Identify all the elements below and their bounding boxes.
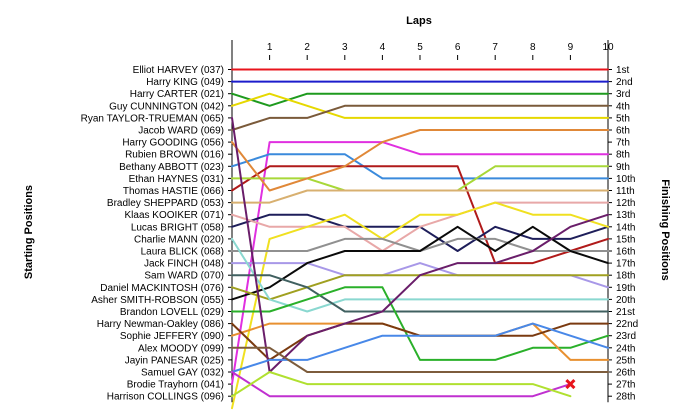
series-line-26 (231, 371, 572, 398)
finishing-position-label: 22nd (616, 319, 638, 330)
finishing-position-label: 12th (616, 198, 635, 209)
starting-position-label: Ethan HAYNES (031) (129, 174, 224, 185)
finishing-position-label: 23rd (616, 331, 636, 342)
lap-tick-label: 7 (492, 42, 498, 53)
lap-tick-label: 8 (530, 42, 536, 53)
lap-tick-label: 2 (304, 42, 310, 53)
finishing-position-label: 13th (616, 210, 635, 221)
series-line-13 (231, 201, 609, 252)
starting-position-label: Laura BLICK (068) (141, 247, 224, 258)
finishing-position-label: 1st (616, 65, 630, 76)
finishing-position-label: 9th (616, 162, 630, 173)
series-line-10 (231, 129, 609, 192)
series-line-18 (231, 274, 609, 301)
finishing-position-label: 6th (616, 126, 630, 137)
starting-position-label: Harry CARTER (021) (130, 89, 224, 100)
starting-position-label: Alex MOODY (099) (138, 343, 224, 354)
lap-tick-label: 9 (568, 42, 574, 53)
finishing-position-label: 17th (616, 259, 635, 270)
finishing-position-label: 21st (616, 307, 635, 318)
finishing-position-label: 15th (616, 234, 635, 245)
lap-tick-label: 5 (417, 42, 423, 53)
finishing-position-label: 10th (616, 174, 635, 185)
series-line-5 (231, 104, 609, 131)
series-line-20 (231, 274, 609, 313)
finishing-position-label: 14th (616, 222, 635, 233)
series-line-25 (231, 322, 609, 373)
finishing-position-label: 2nd (616, 77, 633, 88)
finishing-position-label: 3rd (616, 89, 630, 100)
series-line-24 (231, 116, 609, 373)
series-line-19 (231, 237, 609, 313)
lap-tick-label: 10 (602, 42, 614, 53)
series-line-6 (231, 141, 609, 386)
starting-position-label: Harry GOODING (056) (122, 138, 224, 149)
series-line-7 (231, 153, 609, 180)
series-line-28 (231, 346, 609, 373)
lap-tick-label: 4 (380, 42, 386, 53)
starting-position-label: Daniel MACKINTOSH (076) (100, 283, 224, 294)
finishing-position-label: 24th (616, 343, 635, 354)
finishing-position-label: 5th (616, 113, 630, 124)
lap-tick-label: 1 (267, 42, 273, 53)
series-line-4 (231, 92, 609, 119)
finishing-position-label: 19th (616, 283, 635, 294)
finishing-position-label: 4th (616, 101, 630, 112)
series-layer (231, 68, 609, 410)
finishing-position-label: 18th (616, 271, 635, 282)
retirement-marker-stroke (565, 379, 576, 390)
labels-layer: Laps Starting Positions Finishing Positi… (23, 15, 671, 403)
finishing-position-label: 25th (616, 355, 635, 366)
finishing-position-label: 8th (616, 150, 630, 161)
retirement-marker (565, 379, 576, 390)
starting-position-label: Sophie JEFFERY (090) (120, 331, 224, 342)
finishing-position-label: 20th (616, 295, 635, 306)
starting-position-label: Guy CUNNINGTON (042) (109, 101, 224, 112)
starting-position-label: Jack FINCH (048) (144, 259, 224, 270)
y-axis-title-left: Starting Positions (23, 185, 35, 279)
starting-position-label: Bethany ABBOTT (023) (119, 162, 224, 173)
starting-position-label: Rubien BROWN (016) (125, 150, 224, 161)
series-line-14 (231, 201, 609, 410)
starting-position-label: Bradley SHEPPARD (053) (107, 198, 224, 209)
starting-position-label: Asher SMITH-ROBSON (055) (91, 295, 224, 306)
series-line-21 (231, 286, 609, 361)
starting-position-label: Brandon LOVELL (029) (120, 307, 224, 318)
finishing-position-label: 27th (616, 380, 635, 391)
series-line-15 (231, 237, 609, 252)
finishing-position-label: 16th (616, 247, 635, 258)
series-line-3 (231, 92, 609, 107)
finishing-position-label: 11th (616, 186, 635, 197)
starting-position-label: Lucas BRIGHT (058) (131, 222, 224, 233)
finishing-position-label: 7th (616, 138, 630, 149)
starting-position-label: Elliot HARVEY (037) (133, 65, 224, 76)
starting-position-label: Jacob WARD (069) (138, 126, 224, 137)
starting-position-label: Ryan TAYLOR-TRUEMAN (065) (81, 113, 224, 124)
starting-position-label: Klaas KOOIKER (071) (125, 210, 224, 221)
starting-position-label: Charlie MANN (020) (134, 234, 224, 245)
starting-position-label: Harrison COLLINGS (096) (107, 392, 224, 403)
starting-position-label: Thomas HASTIE (066) (123, 186, 224, 197)
series-line-27 (231, 371, 572, 398)
finishing-position-label: 28th (616, 392, 635, 403)
starting-position-label: Harry KING (049) (146, 77, 224, 88)
starting-position-label: Sam WARD (070) (144, 271, 224, 282)
starting-position-label: Harry Newman-Oakley (086) (97, 319, 224, 330)
lap-tick-label: 3 (342, 42, 348, 53)
starting-position-label: Jayin PANESAR (025) (125, 355, 224, 366)
series-line-8 (231, 165, 609, 265)
chart-title: Laps (406, 15, 432, 27)
finishing-position-label: 26th (616, 368, 635, 379)
starting-position-label: Samuel GAY (032) (141, 368, 224, 379)
lap-tick-label: 6 (455, 42, 461, 53)
y-axis-title-right: Finishing Positions (659, 179, 671, 280)
series-line-17 (231, 225, 609, 301)
series-line-11 (231, 189, 609, 204)
starting-position-label: Brodie Trayhorn (041) (127, 380, 224, 391)
